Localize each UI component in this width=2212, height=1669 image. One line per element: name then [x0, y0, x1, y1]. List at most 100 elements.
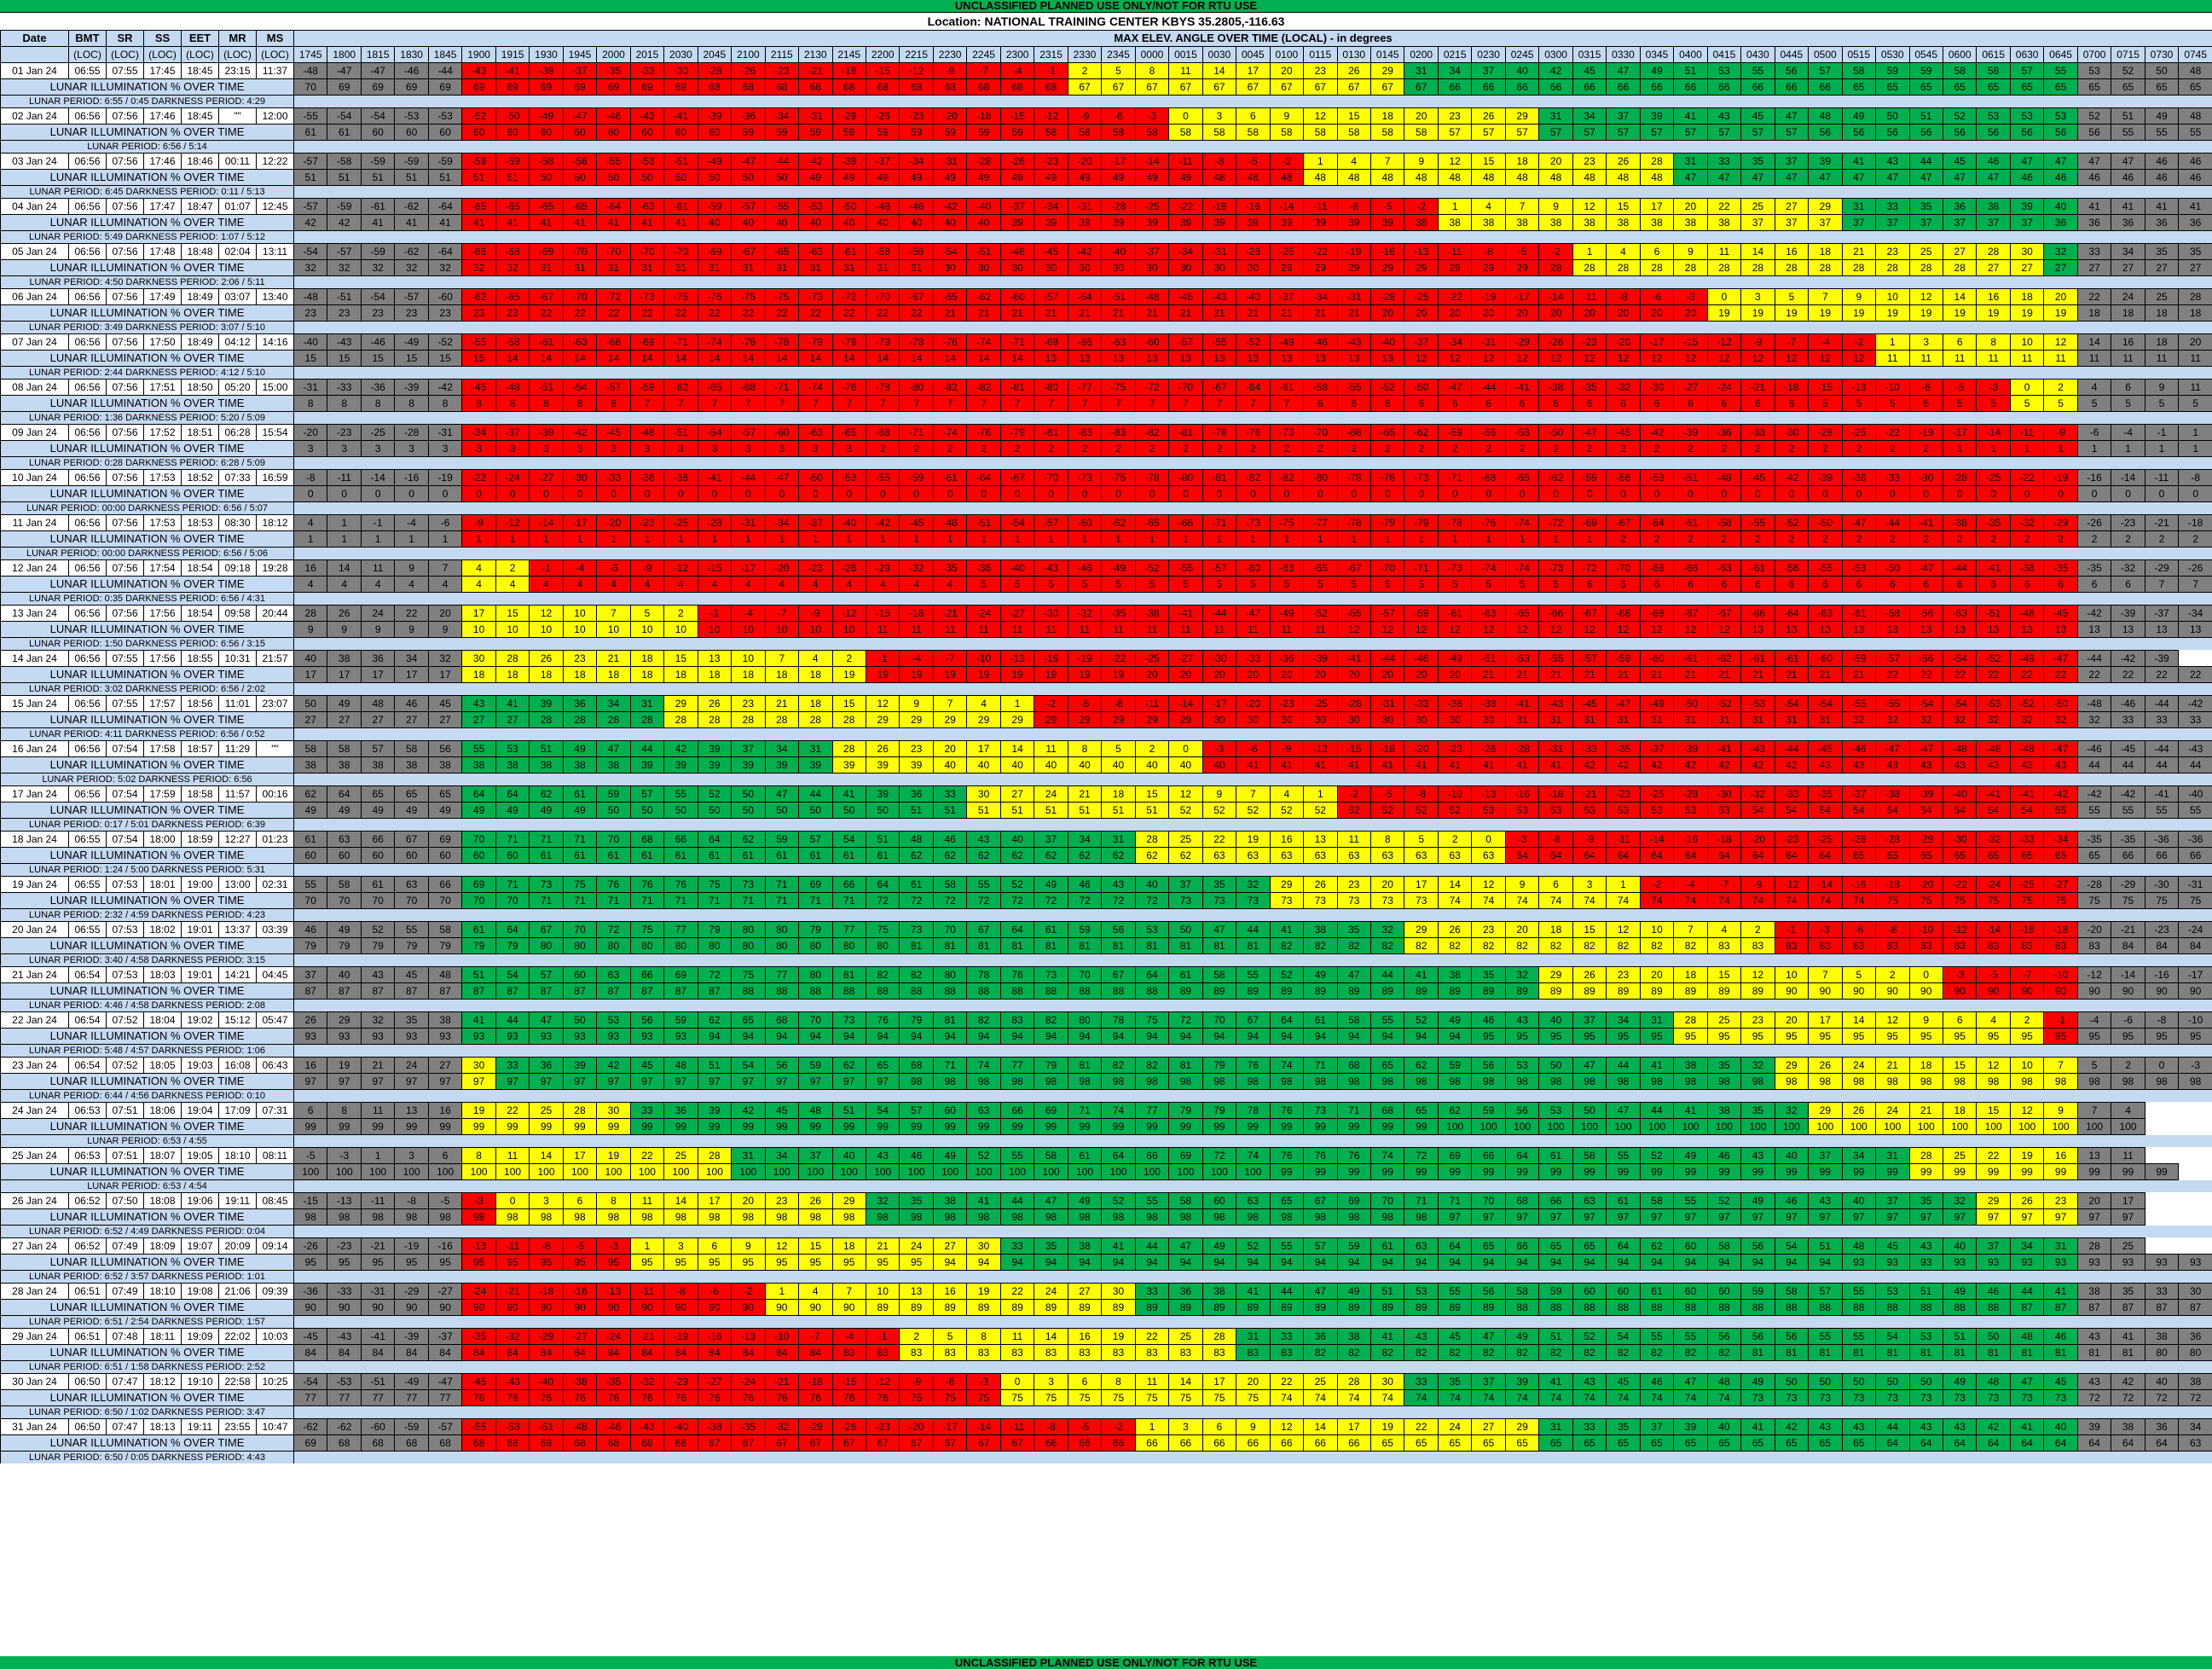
illumination-cell: 66 [1471, 78, 1506, 96]
elevation-cell: 11 [2178, 379, 2212, 396]
illumination-cell: 66 [1101, 1434, 1136, 1452]
illumination-cell: 2 [1875, 440, 1910, 457]
illumination-cell: 41 [1269, 756, 1305, 774]
illumination-cell: 43 [1908, 756, 1943, 774]
elevation-cell: 45 [764, 1102, 800, 1119]
elevation-cell: 49 [2144, 107, 2180, 125]
elevation-cell: -68 [731, 379, 766, 396]
elevation-cell: 30 [596, 1102, 631, 1119]
illumination-cell: 100 [1572, 1118, 1607, 1135]
elevation-cell: -26 [1538, 333, 1573, 351]
elevation-cell: 77 [999, 1057, 1035, 1074]
illumination-cell: 28 [1908, 259, 1943, 276]
illumination-label: LUNAR ILLUMINATION % OVER TIME [0, 78, 294, 96]
illumination-cell: 3 [764, 440, 800, 457]
elevation-cell: -13 [327, 1192, 362, 1209]
elevation-cell: -3 [1202, 740, 1237, 757]
elevation-cell: -57 [731, 424, 766, 441]
illumination-cell: 82 [1303, 1344, 1338, 1361]
elevation-cell: -73 [1437, 559, 1473, 577]
illumination-cell: 5 [999, 576, 1035, 593]
elevation-cell: -46 [2076, 740, 2112, 757]
elevation-cell: -47 [1908, 559, 1943, 577]
elevation-cell: -43 [327, 333, 362, 351]
elevation-cell: 0 [1168, 107, 1203, 125]
elevation-cell: -34 [2043, 831, 2078, 848]
illumination-cell: 84 [798, 1344, 833, 1361]
elevation-cell: 12 [529, 605, 564, 622]
elevation-cell: 16 [292, 1057, 328, 1074]
illumination-cell: 2 [1437, 440, 1473, 457]
illumination-cell: 11 [1101, 621, 1136, 638]
day-elevation-row: 14 Jan 24 06:56 07:55 17:56 18:55 10:31 21:57 4… [0, 650, 2212, 667]
illumination-cell: 1 [1202, 530, 1237, 548]
illumination-cell: 12 [1774, 350, 1810, 367]
elevation-cell: 1 [629, 1237, 665, 1255]
illumination-cell: 90 [1976, 982, 2011, 1000]
elevation-cell: -47 [1875, 740, 1910, 757]
elevation-cell: 25 [1303, 1373, 1338, 1390]
illumination-cell: 0 [697, 485, 733, 502]
illumination-cell: 83 [1269, 1344, 1305, 1361]
illumination-cell: 87 [629, 982, 665, 1000]
illumination-cell: 32 [1841, 711, 1877, 728]
illumination-cell: 38 [1471, 214, 1506, 231]
illumination-cell: 1 [1437, 530, 1473, 548]
elevation-cell: -73 [1236, 514, 1271, 531]
elevation-cell: 37 [731, 740, 766, 757]
elevation-cell: -33 [596, 469, 631, 486]
elevation-cell: -39 [394, 379, 429, 396]
illumination-cell: 28 [562, 711, 598, 728]
time-ss: 17:46 [143, 153, 182, 170]
illumination-cell: 100 [999, 1163, 1035, 1180]
elevation-cell: -53 [831, 469, 866, 486]
illumination-cell: 65 [1572, 1434, 1607, 1452]
time-eet: 18:47 [181, 198, 219, 215]
elevation-cell: -14 [1538, 288, 1573, 305]
illumination-cell: 68 [394, 1434, 429, 1452]
column-unit: (LOC) [181, 46, 219, 63]
elevation-cell: -5 [427, 1192, 463, 1209]
illumination-cell: 65 [1606, 1434, 1641, 1452]
illumination-cell: 98 [764, 1208, 800, 1226]
illumination-cell: 38 [360, 756, 396, 774]
illumination-cell: 0 [932, 485, 968, 502]
time-sr: 07:47 [106, 1373, 144, 1390]
illumination-label: LUNAR ILLUMINATION % OVER TIME [0, 1299, 294, 1316]
elevation-cell: 1 [327, 514, 362, 531]
day-date: 16 Jan 24 [0, 740, 69, 757]
time-mr: 02:04 [218, 243, 257, 260]
elevation-cell: -16 [394, 469, 429, 486]
elevation-cell: 34 [1067, 831, 1103, 848]
elevation-cell: -31 [292, 379, 328, 396]
illumination-label: LUNAR ILLUMINATION % OVER TIME [0, 1118, 294, 1135]
time-slot-header: 1945 [562, 46, 598, 63]
elevation-cell: -25 [2009, 876, 2045, 893]
illumination-cell: 8 [562, 395, 598, 412]
illumination-cell: 68 [798, 78, 833, 96]
elevation-cell: 18 [1101, 785, 1136, 803]
elevation-cell: -47 [764, 469, 800, 486]
illumination-cell: 3 [427, 440, 463, 457]
elevation-cell: 45 [629, 1057, 665, 1074]
illumination-cell: 2 [1471, 440, 1506, 457]
elevation-cell: 48 [427, 966, 463, 983]
elevation-cell: 29 [1538, 966, 1573, 983]
elevation-cell: 66 [831, 876, 866, 893]
illumination-cell: 29 [1101, 711, 1136, 728]
illumination-cell: 99 [1404, 1118, 1439, 1135]
time-mr: 23:15 [218, 62, 257, 79]
elevation-cell: 9 [899, 695, 934, 712]
illumination-cell: 76 [562, 1389, 598, 1406]
illumination-cell: 79 [327, 937, 362, 954]
illumination-cell: 10 [629, 621, 665, 638]
elevation-cell: 30 [2178, 1283, 2212, 1300]
illumination-cell: 66 [1808, 78, 1843, 96]
illumination-cell: 20 [1404, 304, 1439, 322]
illumination-cell: 48 [1369, 169, 1405, 186]
elevation-cell: 40 [1706, 1418, 1742, 1435]
elevation-cell: 49 [562, 740, 598, 757]
time-sr: 07:54 [106, 740, 144, 757]
time-mr: 13:37 [218, 921, 257, 938]
elevation-cell: 20 [1269, 62, 1305, 79]
